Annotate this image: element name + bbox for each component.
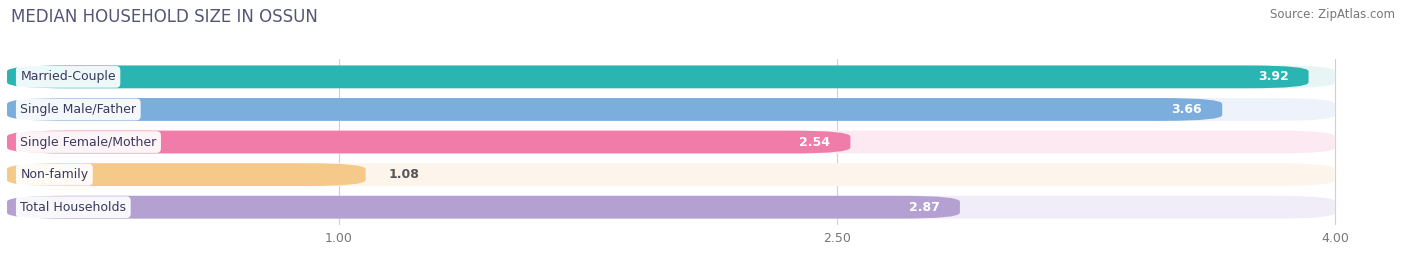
Text: Single Female/Mother: Single Female/Mother	[20, 136, 156, 148]
FancyBboxPatch shape	[7, 65, 1336, 88]
Text: Married-Couple: Married-Couple	[20, 70, 115, 83]
Text: Non-family: Non-family	[20, 168, 89, 181]
Text: 2.54: 2.54	[800, 136, 831, 148]
Text: Total Households: Total Households	[20, 201, 127, 214]
Text: 2.87: 2.87	[910, 201, 941, 214]
FancyBboxPatch shape	[7, 196, 960, 219]
Text: MEDIAN HOUSEHOLD SIZE IN OSSUN: MEDIAN HOUSEHOLD SIZE IN OSSUN	[11, 8, 318, 26]
FancyBboxPatch shape	[7, 98, 1222, 121]
FancyBboxPatch shape	[7, 196, 1336, 219]
Text: 3.66: 3.66	[1171, 103, 1202, 116]
FancyBboxPatch shape	[7, 131, 851, 154]
Text: 1.08: 1.08	[389, 168, 420, 181]
FancyBboxPatch shape	[7, 163, 366, 186]
Text: 3.92: 3.92	[1258, 70, 1289, 83]
FancyBboxPatch shape	[7, 65, 1309, 88]
FancyBboxPatch shape	[7, 163, 1336, 186]
FancyBboxPatch shape	[7, 131, 1336, 154]
FancyBboxPatch shape	[7, 98, 1336, 121]
Text: Single Male/Father: Single Male/Father	[20, 103, 136, 116]
Text: Source: ZipAtlas.com: Source: ZipAtlas.com	[1270, 8, 1395, 21]
